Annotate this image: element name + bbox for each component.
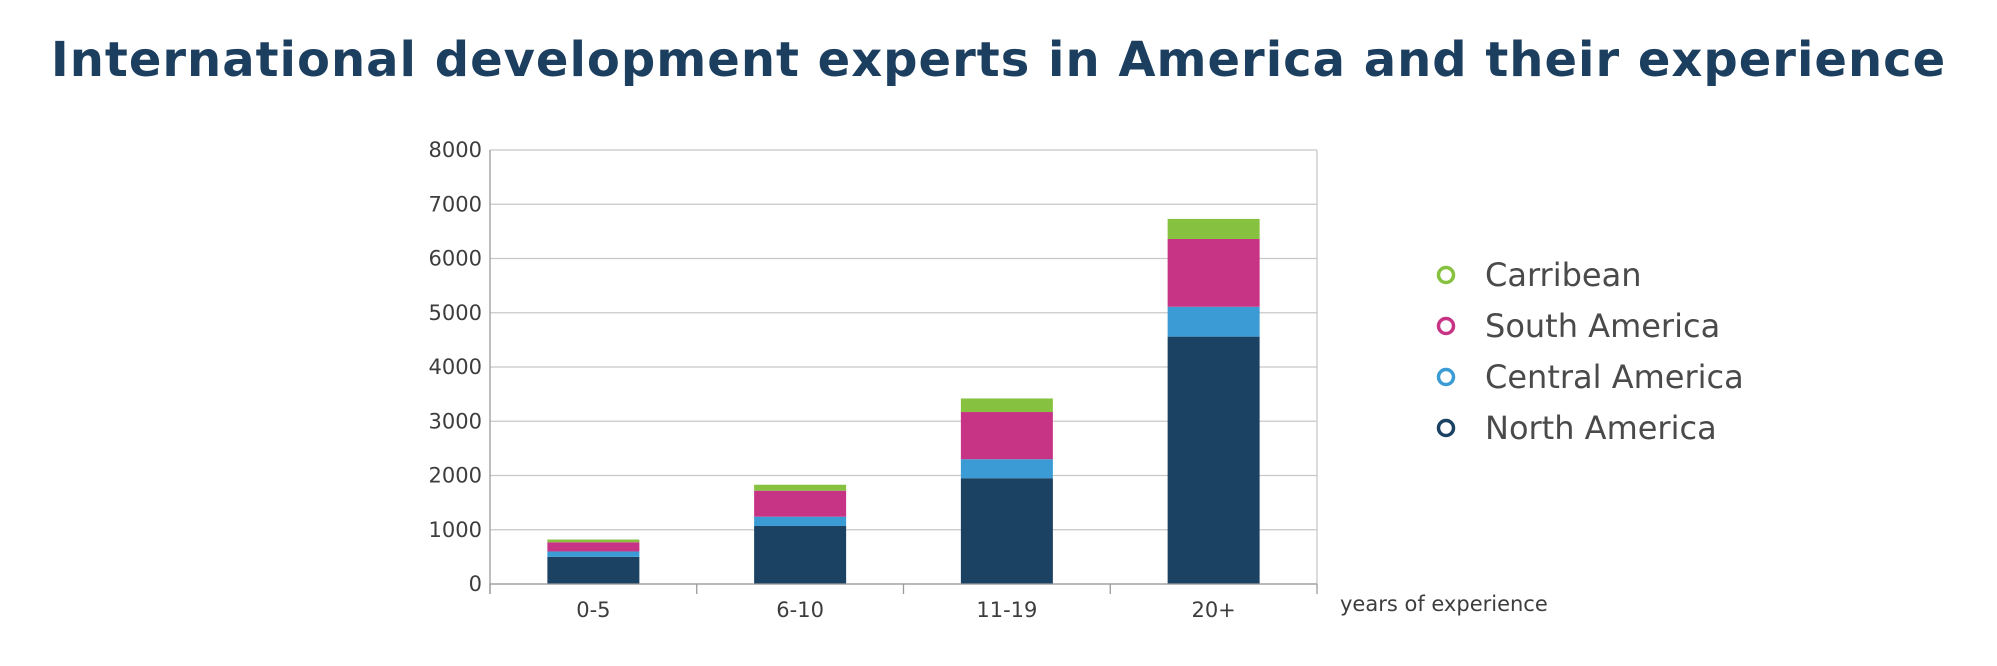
bars: [547, 218, 1260, 584]
bar-segment-carribean: [960, 398, 1053, 413]
bar-segment-carribean: [547, 539, 640, 543]
x-tick-label: 11-19: [976, 598, 1037, 622]
chart-title: International development experts in Ame…: [50, 32, 1947, 88]
y-tick-label: 2000: [429, 464, 482, 488]
y-tick-labels: 0 1000 2000 3000 4000 5000 6000 7000 8000: [429, 138, 482, 596]
axes: [489, 150, 1318, 594]
bar-segment-south-america: [1167, 238, 1260, 307]
bar-segment-north-america: [547, 556, 640, 584]
bar-segment-north-america: [960, 478, 1053, 584]
legend-marker-icon: [1436, 418, 1456, 438]
legend-item: North America: [1436, 409, 1717, 447]
legend-label: Central America: [1485, 358, 1744, 396]
legend: Carribean South America Central America Nor…: [1436, 256, 1744, 447]
bar-segment-central-america: [1167, 306, 1260, 337]
legend-marker-icon: [1436, 265, 1456, 285]
bar-segment-north-america: [754, 525, 847, 584]
bar-segment-carribean: [754, 484, 847, 491]
bar-segment-central-america: [547, 551, 640, 557]
y-tick-label: 1000: [429, 518, 482, 542]
y-tick-label: 8000: [429, 138, 482, 162]
y-tick-label: 3000: [429, 409, 482, 433]
legend-marker-icon: [1436, 367, 1456, 387]
y-tick-label: 7000: [429, 192, 482, 216]
y-tick-label: 5000: [429, 301, 482, 325]
legend-item: Central America: [1436, 358, 1744, 396]
y-tick-label: 6000: [429, 247, 482, 271]
bar-segment-central-america: [754, 516, 847, 526]
y-tick-label: 0: [469, 572, 482, 596]
legend-label: Carribean: [1485, 256, 1641, 294]
bar-segment-central-america: [960, 459, 1053, 479]
bar-segment-carribean: [1167, 218, 1260, 239]
legend-item: Carribean: [1436, 256, 1641, 294]
x-tick-label: 6-10: [776, 598, 824, 622]
x-tick-label: 20+: [1191, 598, 1235, 622]
x-tick-label: 0-5: [576, 598, 610, 622]
y-tick-label: 4000: [429, 355, 482, 379]
legend-label: North America: [1485, 409, 1717, 447]
bar-segment-south-america: [547, 542, 640, 552]
legend-label: South America: [1485, 307, 1720, 345]
bar-segment-south-america: [960, 412, 1053, 460]
legend-item: South America: [1436, 307, 1720, 345]
x-axis-title: years of experience: [1340, 592, 1548, 616]
legend-marker-icon: [1436, 316, 1456, 336]
bar-segment-north-america: [1167, 336, 1260, 584]
x-tick-labels: 0-5 6-10 11-19 20+: [576, 598, 1236, 622]
bar-segment-south-america: [754, 490, 847, 517]
